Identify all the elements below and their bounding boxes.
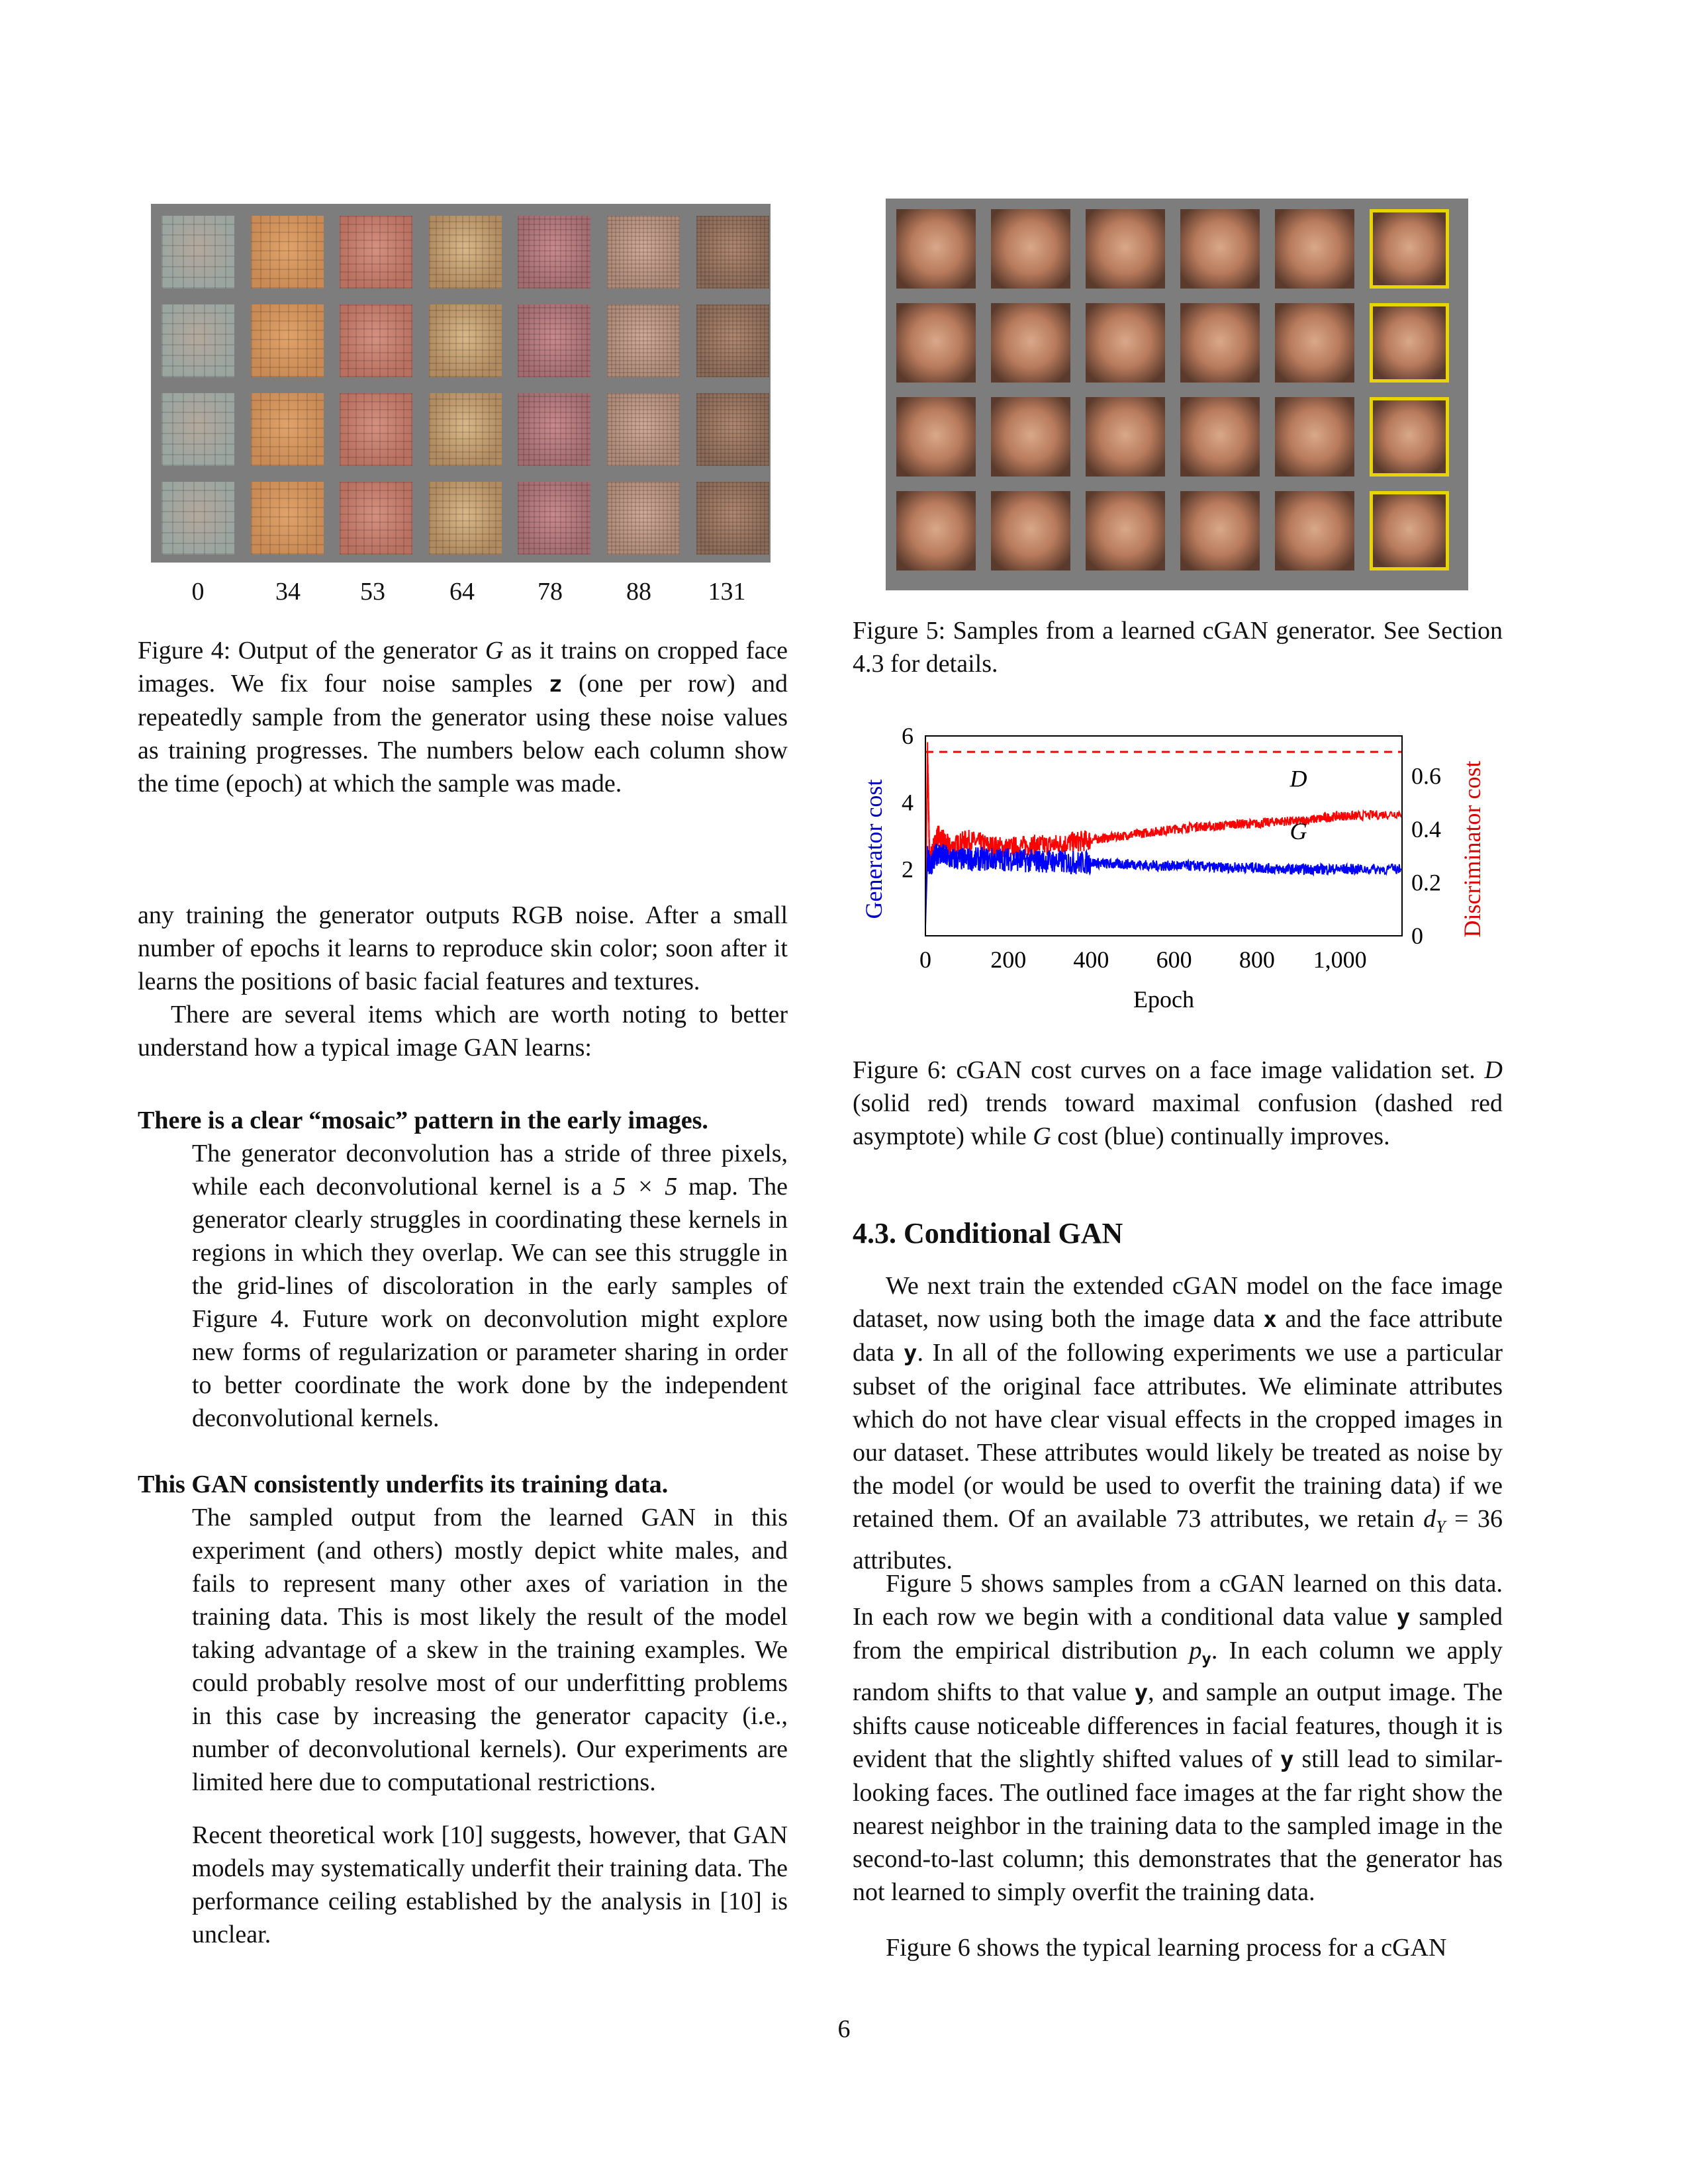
generator-sample-tile — [250, 393, 324, 466]
cgan-sample-face-tile — [1086, 209, 1165, 289]
generator-sample-tile — [340, 482, 413, 555]
cgan-sample-face-tile — [991, 491, 1070, 570]
cgan-sample-face-tile — [991, 397, 1070, 477]
page-number: 6 — [837, 2015, 851, 2043]
y2-axis-label: Discriminator cost — [1459, 761, 1485, 938]
cgan-sample-face-tile — [1086, 397, 1165, 477]
y2-tick-label: 0.6 — [1411, 762, 1441, 789]
cgan-sample-face-tile — [896, 397, 976, 477]
x-tick-label: 800 — [1239, 946, 1275, 973]
generator-sample-tile — [518, 393, 591, 466]
plot-frame — [925, 735, 1403, 936]
generator-sample-tile — [696, 216, 769, 289]
figure-5-image-grid — [886, 199, 1468, 590]
item-2-text-2: Recent theoretical work [10] suggests, h… — [192, 1821, 788, 1948]
generator-sample-tile — [607, 393, 680, 466]
cgan-sample-face-tile — [1275, 491, 1354, 570]
generator-sample-tile — [607, 216, 680, 289]
cgan-sample-face-tile — [896, 491, 976, 570]
generator-sample-tile — [428, 216, 502, 289]
y-tick-label: 2 — [902, 856, 914, 882]
epoch-label: 131 — [708, 578, 746, 606]
series-annotation-G: G — [1289, 818, 1307, 844]
y2-tick-label: 0.2 — [1411, 869, 1441, 895]
generator-sample-tile — [162, 304, 234, 377]
generator-sample-tile — [428, 393, 502, 466]
cgan-sample-face-tile — [896, 209, 976, 289]
x-tick-label: 200 — [990, 946, 1026, 973]
cgan-sample-face-tile — [1275, 303, 1354, 383]
cgan-sample-face-tile — [1180, 491, 1260, 570]
nearest-neighbor-face-tile — [1370, 303, 1449, 383]
cgan-sample-face-tile — [1275, 209, 1354, 289]
x-tick-label: 1,000 — [1313, 946, 1367, 973]
section-paragraph-3: Figure 6 shows the typical learning proc… — [886, 1934, 1447, 1962]
cgan-sample-face-tile — [991, 209, 1070, 289]
figure-4-image-grid — [151, 204, 771, 563]
generator-sample-tile — [607, 482, 680, 555]
cgan-sample-face-tile — [896, 303, 976, 383]
y-axis-label: Generator cost — [861, 780, 887, 919]
y2-tick-label: 0.4 — [1411, 816, 1441, 842]
cgan-sample-face-tile — [991, 303, 1070, 383]
x-tick-label: 400 — [1073, 946, 1109, 973]
cgan-sample-face-tile — [1180, 397, 1260, 477]
item-2-heading: This GAN consistently underfits its trai… — [138, 1471, 669, 1498]
figure-4-epoch-labels: 0 34 53 64 78 88 131 — [151, 577, 771, 610]
section-paragraph-1: We next train the extended cGAN model on… — [853, 1272, 1503, 1574]
cgan-sample-face-tile — [1086, 491, 1165, 570]
section-paragraph-2: Figure 5 shows samples from a cGAN learn… — [853, 1570, 1503, 1906]
y-tick-label: 6 — [902, 723, 914, 749]
cgan-sample-face-tile — [1275, 397, 1354, 477]
generator-sample-tile — [696, 304, 769, 377]
x-tick-label: 600 — [1156, 946, 1192, 973]
item-2-text: The sampled output from the learned GAN … — [192, 1504, 788, 1796]
generator-sample-tile — [428, 482, 502, 555]
generator-sample-tile — [340, 304, 413, 377]
series-annotation-D: D — [1289, 766, 1307, 792]
figure-6-chart: 0 200 400 600 800 1,000 2 4 6 0 0.2 0.4 0.6 Epoch Gene… — [861, 723, 1485, 1013]
figure-4-caption: Figure 4: Output of the generator G as i… — [138, 637, 788, 797]
generator-sample-tile — [518, 304, 591, 377]
x-tick-label: 0 — [919, 946, 931, 973]
epoch-label: 78 — [538, 578, 563, 606]
epoch-label: 34 — [275, 578, 301, 606]
series-G-line — [925, 843, 1403, 926]
item-1-heading: There is a clear “mosaic” pattern in the… — [138, 1107, 708, 1134]
cgan-sample-face-tile — [1180, 209, 1260, 289]
cgan-sample-face-tile — [1180, 303, 1260, 383]
figure-5-caption: Figure 5: Samples from a learned cGAN ge… — [853, 617, 1503, 678]
epoch-label: 88 — [626, 578, 651, 606]
nearest-neighbor-face-tile — [1370, 397, 1449, 477]
nearest-neighbor-face-tile — [1370, 209, 1449, 289]
series-D-line — [925, 742, 1403, 923]
section-title: 4.3. Conditional GAN — [853, 1217, 1123, 1250]
intro-paragraph: any training the generator outputs RGB n… — [138, 901, 788, 995]
generator-sample-tile — [340, 216, 413, 289]
generator-sample-tile — [428, 304, 502, 377]
generator-sample-tile — [250, 304, 324, 377]
x-axis-label: Epoch — [1133, 986, 1194, 1013]
cgan-sample-face-tile — [1086, 303, 1165, 383]
epoch-label: 0 — [191, 578, 205, 606]
generator-sample-tile — [607, 304, 680, 377]
y2-tick-label: 0 — [1411, 923, 1423, 949]
epoch-label: 64 — [449, 578, 475, 606]
nearest-neighbor-face-tile — [1370, 491, 1449, 570]
generator-sample-tile — [518, 482, 591, 555]
figure-6-caption: Figure 6: cGAN cost curves on a face ima… — [853, 1056, 1503, 1150]
epoch-label: 53 — [360, 578, 385, 606]
generator-sample-tile — [162, 216, 234, 289]
generator-sample-tile — [696, 393, 769, 466]
items-paragraph: There are several items which are worth … — [138, 1001, 788, 1062]
generator-sample-tile — [518, 216, 591, 289]
generator-sample-tile — [162, 393, 234, 466]
y-tick-label: 4 — [902, 790, 914, 816]
generator-sample-tile — [340, 393, 413, 466]
item-1-text: The generator deconvolution has a stride… — [192, 1140, 788, 1432]
generator-sample-tile — [250, 216, 324, 289]
generator-sample-tile — [696, 482, 769, 555]
generator-sample-tile — [162, 482, 234, 555]
generator-sample-tile — [250, 482, 324, 555]
